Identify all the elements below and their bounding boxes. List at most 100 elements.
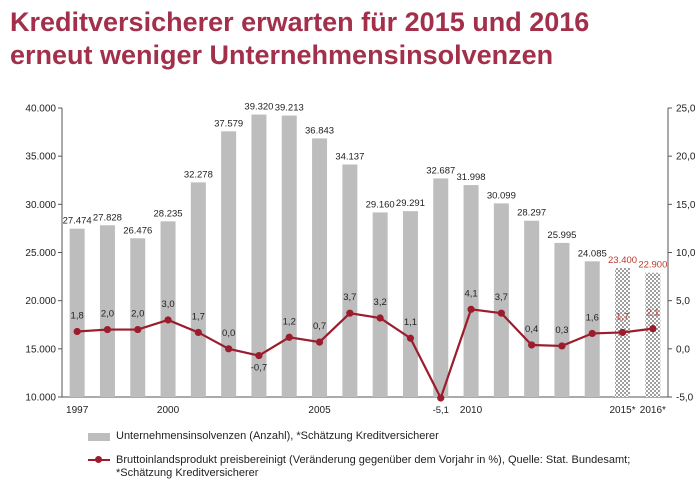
- bar: [645, 272, 661, 397]
- x-tick-label: 2015*: [609, 405, 635, 416]
- bar: [221, 131, 237, 397]
- bar: [281, 115, 297, 398]
- gdp-value-label: -5,1: [433, 405, 449, 416]
- bar: [342, 164, 358, 397]
- bar-value-label: 23.400: [608, 255, 637, 266]
- gdp-point: [346, 309, 354, 317]
- gdp-point: [315, 338, 324, 346]
- bar-value-label: 25.995: [547, 230, 576, 241]
- y-right-tick-label: 10,0: [676, 248, 696, 259]
- gdp-point: [618, 328, 627, 337]
- bar: [402, 211, 418, 397]
- bar-value-label: 34.137: [335, 151, 364, 162]
- gdp-point: [558, 342, 566, 350]
- y-right-tick-label: 20,0: [676, 152, 696, 163]
- bar: [463, 185, 479, 397]
- gdp-line: [77, 308, 653, 401]
- bar: [190, 182, 206, 397]
- gdp-point: [255, 351, 263, 360]
- bar: [160, 221, 176, 397]
- gdp-value-label: 1,6: [586, 312, 599, 323]
- gdp-value-label: 3,7: [495, 292, 508, 303]
- bar-value-label: 29.291: [396, 198, 425, 209]
- gdp-point: [649, 325, 657, 333]
- y-left-tick-label: 40.000: [25, 104, 56, 115]
- gdp-point: [497, 309, 505, 317]
- y-left-tick-label: 35.000: [25, 152, 56, 163]
- gdp-point: [134, 325, 142, 334]
- gdp-value-label: 0,3: [555, 325, 568, 336]
- gdp-value-label: 2,1: [646, 308, 659, 319]
- gdp-point: [528, 341, 536, 349]
- gdp-point: [103, 325, 112, 334]
- gdp-value-label: 2,0: [131, 309, 144, 320]
- gdp-point: [467, 305, 475, 313]
- gdp-point: [164, 316, 172, 324]
- y-left-tick-label: 30.000: [25, 200, 56, 211]
- gdp-point: [376, 314, 384, 322]
- bar-value-label: 22.900: [638, 260, 667, 271]
- gdp-value-label: 1,8: [71, 310, 84, 321]
- gdp-value-label: 2,0: [101, 309, 114, 320]
- gdp-value-label: 3,0: [161, 299, 174, 310]
- y-left-tick-label: 20.000: [25, 296, 56, 307]
- gdp-value-label: 3,7: [343, 292, 356, 303]
- bar-value-label: 27.474: [63, 216, 92, 227]
- bar-value-label: 24.085: [578, 248, 607, 259]
- legend-bar-swatch: [88, 433, 110, 441]
- gdp-value-label: 4,1: [464, 288, 477, 299]
- gdp-value-label: 1,1: [404, 317, 417, 328]
- chart-title-line-1: Kreditversicherer erwarten für 2015 und …: [10, 7, 590, 37]
- bar: [584, 261, 600, 397]
- gdp-value-label: 0,7: [313, 321, 326, 332]
- bar-value-label: 26.476: [123, 225, 152, 236]
- gdp-point: [406, 334, 415, 342]
- y-right-tick-label: 0,0: [676, 344, 690, 355]
- chart-title: Kreditversicherer erwarten für 2015 und …: [10, 6, 690, 72]
- x-tick-label: 2016*: [640, 405, 666, 416]
- gdp-point: [194, 328, 202, 337]
- chart-title-line-2: erneut weniger Unternehmensinsolvenzen: [10, 40, 554, 70]
- bar-value-label: 27.828: [93, 212, 122, 223]
- bar: [69, 228, 85, 397]
- gdp-value-label: 3,2: [374, 297, 387, 308]
- bar: [554, 242, 570, 397]
- legend-bars-label: Unternehmensinsolvenzen (Anzahl), *Schät…: [116, 430, 439, 442]
- bar-value-label: 32.687: [426, 165, 455, 176]
- gdp-point: [73, 327, 81, 336]
- legend-line-swatch: [88, 454, 110, 467]
- gdp-value-label: 0,4: [525, 324, 538, 335]
- legend-line-label-1: Bruttoinlandsprodukt preisbereinigt (Ver…: [116, 454, 631, 466]
- y-left-tick-label: 10.000: [25, 393, 56, 404]
- bar: [372, 212, 388, 397]
- gdp-point: [225, 345, 233, 353]
- x-tick-label: 1997: [66, 405, 89, 416]
- gdp-value-label: 1,7: [192, 311, 205, 322]
- bar-value-label: 39.320: [244, 102, 273, 113]
- gdp-point: [588, 329, 596, 338]
- bar-value-label: 39.213: [275, 103, 304, 114]
- x-tick-label: 2000: [157, 405, 180, 416]
- bar-value-label: 36.843: [305, 125, 334, 136]
- bar-value-label: 31.998: [457, 172, 486, 183]
- bar: [251, 114, 267, 398]
- bar-value-label: 28.235: [154, 208, 183, 219]
- gdp-value-label: 0,0: [222, 328, 235, 339]
- bar: [433, 178, 449, 397]
- bar-value-label: 32.278: [184, 169, 213, 180]
- bar: [493, 203, 509, 397]
- gdp-value-label: -0,7: [251, 363, 267, 374]
- legend-item-gdp: Bruttoinlandsprodukt preisbereinigt (Ver…: [88, 454, 630, 480]
- bar: [524, 220, 540, 397]
- bar: [312, 138, 328, 398]
- gdp-point: [437, 394, 445, 402]
- bar-value-label: 29.160: [366, 199, 395, 210]
- bar: [99, 225, 115, 397]
- legend-item-insolvencies: Unternehmensinsolvenzen (Anzahl), *Schät…: [88, 430, 439, 443]
- bar-value-label: 28.297: [517, 208, 546, 219]
- y-right-tick-label: -5,0: [676, 393, 694, 404]
- bar-value-label: 37.579: [214, 118, 243, 129]
- gdp-value-label: 1,7: [616, 311, 629, 322]
- gdp-value-label: 1,2: [283, 316, 296, 327]
